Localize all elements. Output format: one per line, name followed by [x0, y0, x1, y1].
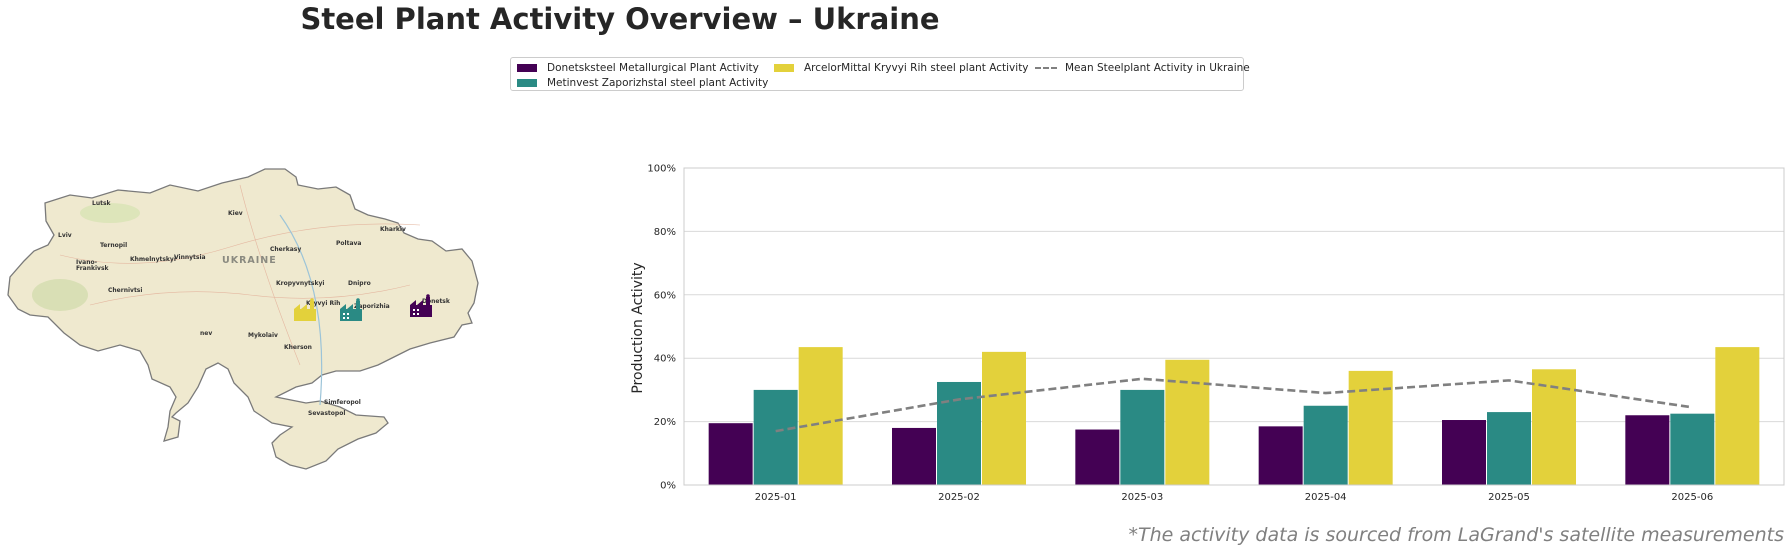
- legend-dash-mean: [1035, 67, 1057, 69]
- bars-layer: [708, 347, 1760, 485]
- city-label: Kharkiv: [380, 226, 406, 233]
- x-tick-label: 2025-03: [1121, 492, 1163, 503]
- y-tick-label: 40%: [654, 354, 676, 365]
- bar-kryvyi: [982, 351, 1026, 485]
- city-label: Poltava: [336, 240, 361, 247]
- ukraine-map: Lutsk Kiev Kharkiv Lviv Ternopil Ivano- …: [0, 165, 485, 490]
- country-label: UKRAINE: [222, 255, 277, 266]
- x-tick-label: 2025-06: [1671, 492, 1713, 503]
- city-label: Kryvyi Rih: [306, 300, 340, 307]
- bar-donetsk: [1075, 429, 1120, 485]
- city-label: Lviv: [58, 232, 72, 239]
- plot-border: [683, 167, 1785, 486]
- legend-label-zaporizhstal: Metinvest Zaporizhstal steel plant Activ…: [547, 77, 769, 89]
- city-label: Lutsk: [92, 200, 112, 207]
- bar-donetsk: [708, 423, 753, 485]
- city-label: Khmelnytskyi: [130, 256, 176, 263]
- city-label: Frankivsk: [76, 265, 110, 272]
- city-label: Donetsk: [422, 298, 451, 305]
- legend-swatch-zaporizhstal: [517, 79, 537, 87]
- bar-zaporizhstal: [937, 381, 981, 485]
- line-layer: [775, 377, 1693, 433]
- bar-donetsk: [1258, 426, 1303, 485]
- x-tick-label: 2025-04: [1305, 492, 1347, 503]
- bar-zaporizhstal: [1670, 413, 1715, 485]
- ukraine-outline: [7, 168, 479, 470]
- mean-line: [775, 377, 1693, 433]
- chart-legend: Donetsksteel Metallurgical Plant Activit…: [510, 57, 1250, 91]
- bar-zaporizhstal: [1303, 405, 1348, 485]
- city-label: Simferopol: [324, 399, 361, 406]
- grid-layer: [684, 167, 1784, 486]
- city-label: Ternopil: [100, 242, 127, 249]
- city-label: nev: [200, 330, 212, 337]
- factory-icon: [294, 298, 316, 321]
- y-tick-label: 80%: [654, 227, 676, 238]
- legend-label-kryvyi: ArcelorMittal Kryvyi Rih steel plant Act…: [804, 62, 1029, 74]
- city-label: Kiev: [228, 210, 243, 217]
- y-tick-label: 100%: [647, 164, 676, 175]
- y-tick-label: 0%: [660, 481, 676, 492]
- legend-swatch-kryvyi: [774, 64, 794, 72]
- bar-zaporizhstal: [753, 389, 798, 485]
- city-label: Ivano-: [76, 259, 98, 266]
- bar-donetsk: [1625, 415, 1670, 485]
- city-label: Dnipro: [348, 280, 371, 287]
- legend-label-donetsk: Donetsksteel Metallurgical Plant Activit…: [547, 62, 759, 74]
- city-label: Cherkasy: [270, 246, 301, 253]
- page-title: Steel Plant Activity Overview – Ukraine: [300, 2, 940, 36]
- city-label: Kherson: [284, 344, 312, 351]
- y-tick-label: 20%: [654, 417, 676, 428]
- source-footnote: *The activity data is sourced from LaGra…: [1128, 524, 1784, 546]
- bar-donetsk: [1442, 420, 1486, 485]
- factory-icon: [410, 294, 432, 317]
- legend-swatch-donetsk: [517, 64, 537, 72]
- bar-kryvyi: [798, 347, 843, 485]
- y-axis-label: Production Activity: [630, 262, 646, 393]
- x-tick-label: 2025-05: [1488, 492, 1530, 503]
- bar-zaporizhstal: [1487, 412, 1531, 485]
- y-tick-label: 60%: [654, 290, 676, 301]
- city-label: Zaporizhia: [354, 303, 390, 310]
- city-label: Vinnytsia: [174, 254, 206, 261]
- legend-label-mean: Mean Steelplant Activity in Ukraine: [1065, 62, 1250, 74]
- city-label: Mykolaiv: [248, 332, 278, 339]
- bar-zaporizhstal: [1120, 389, 1165, 485]
- axes-layer: 0% 20% 40% 60% 80% 100% 2025-01 2025-02 2025-03 2…: [647, 164, 1785, 503]
- factory-icon: [340, 298, 362, 321]
- x-tick-label: 2025-01: [755, 492, 797, 503]
- bar-donetsk: [892, 427, 936, 485]
- city-label: Sevastopol: [308, 410, 345, 417]
- city-label: Kropyvnytskyi: [276, 280, 324, 287]
- x-tick-label: 2025-02: [938, 492, 980, 503]
- bar-kryvyi: [1715, 347, 1760, 485]
- bar-chart: 0% 20% 40% 60% 80% 100% 2025-01 2025-02 2025-03 2…: [630, 164, 1785, 503]
- city-label: Chernivtsi: [108, 287, 142, 294]
- bar-kryvyi: [1165, 359, 1210, 485]
